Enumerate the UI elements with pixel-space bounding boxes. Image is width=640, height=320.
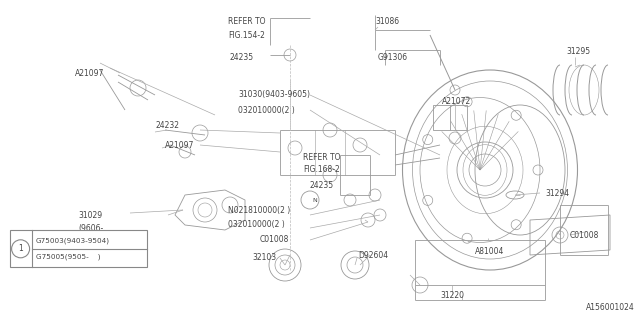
Text: 32103: 32103	[252, 253, 276, 262]
Text: 31030(9403-9605): 31030(9403-9605)	[238, 91, 310, 100]
Text: G75003(9403-9504): G75003(9403-9504)	[36, 237, 109, 244]
Text: 24235: 24235	[230, 52, 254, 61]
Text: FIG.154-2: FIG.154-2	[228, 30, 265, 39]
Circle shape	[12, 240, 29, 258]
Text: 31294: 31294	[545, 188, 569, 197]
Bar	[10, 230, 147, 267]
Text: G75005(9505-    ): G75005(9505- )	[36, 254, 100, 260]
Text: REFER TO: REFER TO	[228, 18, 266, 27]
Text: (9606-: (9606-	[78, 223, 103, 233]
Text: A156001024: A156001024	[586, 303, 635, 312]
Text: REFER TO: REFER TO	[303, 154, 340, 163]
Text: D92604: D92604	[358, 251, 388, 260]
Text: A81004: A81004	[475, 247, 504, 257]
Text: A21097: A21097	[75, 68, 104, 77]
Text: 31295: 31295	[566, 47, 590, 57]
Text: FIG.168-2: FIG.168-2	[303, 165, 340, 174]
Text: 1: 1	[18, 244, 23, 253]
Text: 032010000(2 ): 032010000(2 )	[228, 220, 285, 229]
Text: C01008: C01008	[260, 236, 289, 244]
Text: 31029: 31029	[78, 211, 102, 220]
Text: N021810000(2 ): N021810000(2 )	[228, 205, 291, 214]
Text: G91306: G91306	[378, 52, 408, 61]
Text: C01008: C01008	[570, 230, 600, 239]
Text: A21072: A21072	[442, 98, 471, 107]
Text: 24232: 24232	[155, 121, 179, 130]
Text: 31086: 31086	[375, 18, 399, 27]
Text: 032010000(2 ): 032010000(2 )	[238, 106, 295, 115]
Text: N: N	[312, 197, 317, 203]
Bar	[415, 240, 545, 285]
Text: 31220: 31220	[440, 291, 464, 300]
Text: A21097: A21097	[165, 140, 195, 149]
Text: 24235: 24235	[310, 180, 334, 189]
Bar	[433, 105, 467, 130]
